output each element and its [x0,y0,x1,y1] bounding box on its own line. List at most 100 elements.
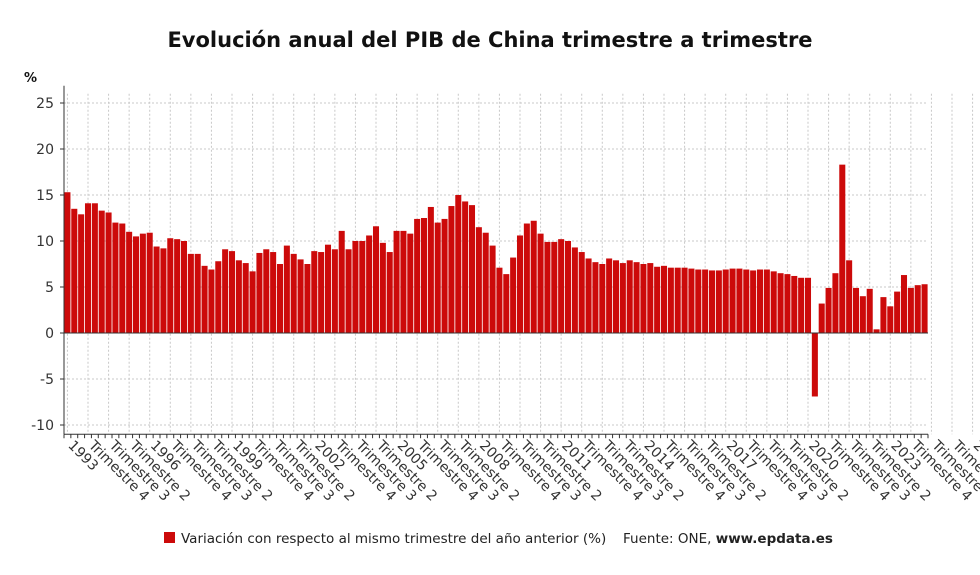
bar [105,212,112,333]
bar [242,263,249,333]
bar [578,252,585,333]
bar [297,259,304,333]
bar [619,263,626,333]
bar [372,226,380,333]
bar [832,273,839,333]
bar [235,260,242,333]
bar [880,297,887,333]
bar [462,201,469,333]
bar [804,277,812,333]
bar [743,269,750,333]
bar [455,195,462,333]
bar [558,239,565,333]
bar [503,274,510,333]
source-site: www.epdata.es [716,531,833,547]
bar [304,264,311,333]
bar [818,303,825,333]
bar [283,245,290,333]
bar [208,269,215,333]
bar [215,261,222,333]
bar [331,249,338,333]
bar [571,247,578,333]
bar [839,164,846,333]
bar [681,267,688,333]
bar [386,252,393,333]
y-axis-unit: % [24,71,37,86]
bar [482,232,489,333]
bar [914,285,921,333]
bar [894,291,901,333]
bar [318,252,325,333]
bar [647,263,654,333]
bar [84,203,92,333]
bar [750,270,757,333]
bar [784,274,791,333]
bar [530,220,537,333]
bar [324,244,332,333]
source-prefix: Fuente: ONE, [623,531,716,547]
bar [496,267,503,333]
bar [187,253,194,333]
bar [846,260,853,333]
bar [276,264,284,333]
bar [126,231,133,333]
bar [859,296,866,333]
bar [338,230,345,333]
bar [900,275,908,333]
bar [160,248,167,333]
bar [78,214,85,333]
bar [852,287,860,333]
bar [153,246,160,333]
bar [756,269,764,333]
bar [201,265,208,333]
bar [811,333,818,397]
bar [180,241,188,333]
bar [71,208,78,333]
bar [688,268,695,333]
bar [564,241,572,333]
bar [523,223,530,333]
bar [489,245,496,333]
bars-layer [64,164,928,397]
y-tick-label: 20 [36,142,54,158]
bar [612,260,620,333]
bar [400,230,407,333]
bar [112,222,119,333]
y-tick-label: -5 [40,372,54,388]
bar [921,284,928,333]
bar [585,258,592,333]
bar [352,241,359,333]
bar [366,235,373,333]
bar [907,287,914,333]
bar [798,277,805,333]
bar [736,268,743,333]
bar [228,251,236,333]
bar [708,270,716,333]
bar [249,271,256,333]
bar [544,241,551,333]
bar [379,242,386,333]
bar [256,252,263,333]
bar [633,262,640,333]
y-tick-label: -10 [31,418,54,434]
bar [599,264,606,333]
bar [91,203,98,333]
bar [270,252,277,333]
bar [98,210,105,333]
bar [729,268,736,333]
axis-layer [60,85,929,439]
bar [606,258,613,333]
bar [420,218,428,333]
bar [414,218,421,333]
bar [516,235,524,333]
grid-layer [64,93,974,435]
bar [654,266,661,333]
y-tick-label: 15 [36,188,54,204]
bar [393,230,400,333]
bar [510,257,517,333]
bar [770,271,777,333]
bar [407,233,414,333]
bar [715,270,722,333]
bar [763,269,770,333]
